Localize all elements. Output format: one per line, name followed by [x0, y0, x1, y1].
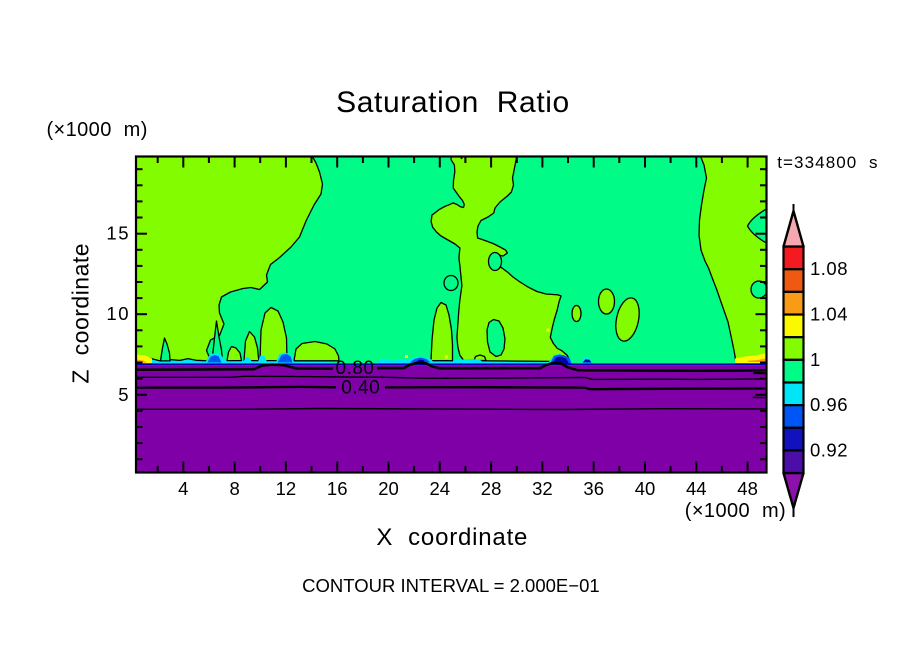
svg-text:CONTOUR INTERVAL = 2.000E−01: CONTOUR INTERVAL = 2.000E−01 — [302, 575, 600, 596]
svg-text:0.80: 0.80 — [336, 358, 375, 379]
svg-text:24: 24 — [430, 478, 451, 499]
svg-text:12: 12 — [276, 478, 297, 499]
svg-text:8: 8 — [229, 478, 239, 499]
svg-text:1.04: 1.04 — [810, 304, 848, 325]
svg-text:32: 32 — [532, 478, 553, 499]
svg-text:4: 4 — [178, 478, 188, 499]
svg-text:16: 16 — [327, 478, 348, 499]
svg-text:X coordinate: X coordinate — [376, 524, 528, 551]
svg-text:0.92: 0.92 — [810, 439, 848, 460]
svg-text:0.96: 0.96 — [810, 394, 848, 415]
svg-text:(×1000 m): (×1000 m) — [685, 500, 786, 522]
svg-text:40: 40 — [635, 478, 656, 499]
svg-text:0.40: 0.40 — [341, 378, 380, 399]
svg-text:(×1000 m): (×1000 m) — [47, 119, 148, 141]
svg-text:28: 28 — [481, 478, 502, 499]
svg-text:1: 1 — [810, 349, 821, 370]
svg-text:36: 36 — [583, 478, 604, 499]
svg-text:10: 10 — [106, 303, 130, 324]
svg-text:Z coordinate: Z coordinate — [68, 243, 94, 384]
svg-text:20: 20 — [378, 478, 399, 499]
svg-text:t=334800 s: t=334800 s — [777, 153, 878, 172]
svg-text:5: 5 — [118, 384, 130, 405]
svg-text:Saturation Ratio: Saturation Ratio — [336, 86, 570, 119]
svg-text:44: 44 — [686, 478, 707, 499]
svg-text:48: 48 — [737, 478, 758, 499]
svg-text:1.08: 1.08 — [810, 258, 848, 279]
svg-text:15: 15 — [106, 223, 130, 244]
